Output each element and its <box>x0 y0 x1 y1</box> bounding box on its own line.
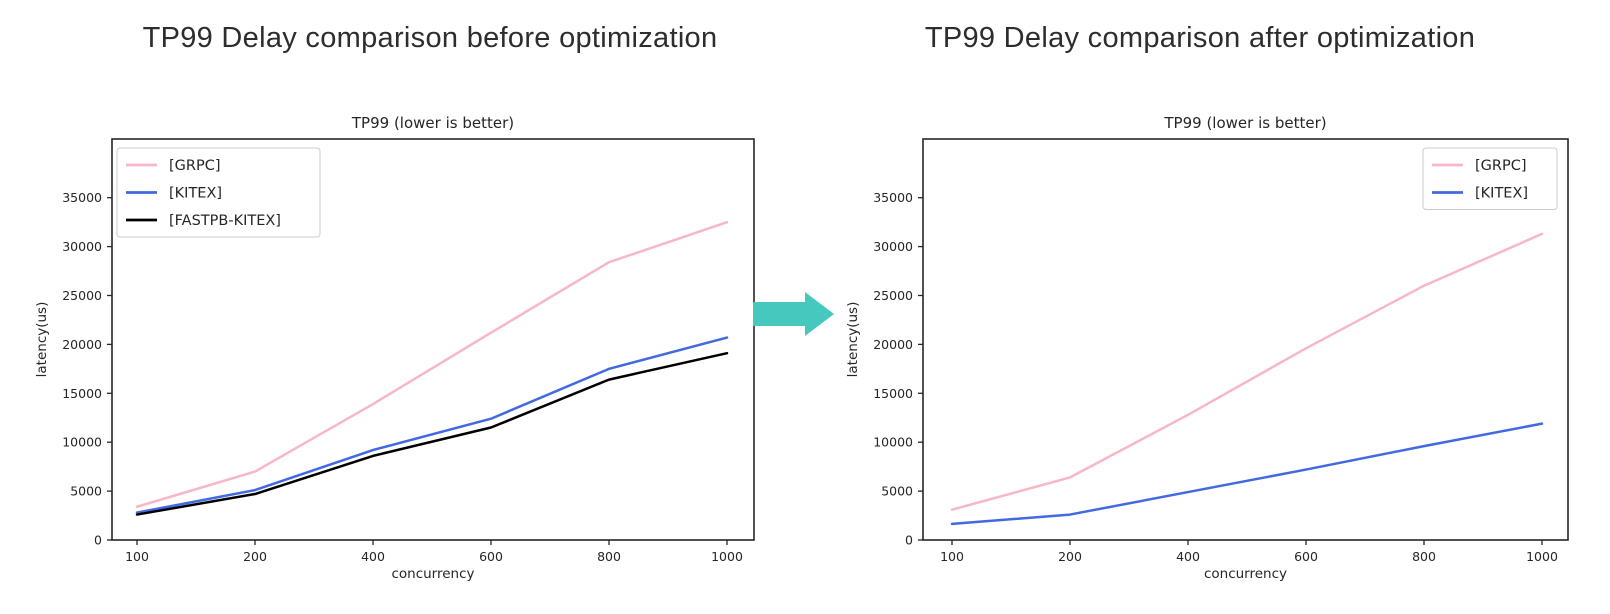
y-tick-label: 10000 <box>62 435 102 450</box>
y-tick-label: 30000 <box>62 239 102 254</box>
x-tick-label: 600 <box>479 549 503 564</box>
chart-title: TP99 (lower is better) <box>1163 114 1326 132</box>
before-chart: TP99 (lower is better) 0 5000 10000 15000 200… <box>34 114 755 582</box>
plot-frame <box>111 138 755 541</box>
series-line-grpc <box>135 220 729 508</box>
y-axis-label: latency(us) <box>845 302 861 378</box>
y-tick-label: 30000 <box>873 239 913 254</box>
y-tick-label: 20000 <box>873 337 913 352</box>
x-axis-label: concurrency <box>1204 566 1287 582</box>
legend-box <box>116 147 321 238</box>
x-tick-label: 600 <box>1294 549 1318 564</box>
y-tick-label: 25000 <box>873 288 913 303</box>
legend-label: [GRPC] <box>169 158 221 174</box>
x-tick-label: 1000 <box>711 549 743 564</box>
after-heading: TP99 Delay comparison after optimization <box>924 22 1476 54</box>
series-line-kitex <box>950 422 1544 526</box>
x-axis-label: concurrency <box>391 566 474 582</box>
x-tick-label: 400 <box>361 549 385 564</box>
series-line-fastpb-kitex <box>135 351 729 516</box>
right-arrow-icon <box>753 292 834 336</box>
x-tick-label: 100 <box>940 549 964 564</box>
x-tick-label: 200 <box>1058 549 1082 564</box>
x-tick-label: 1000 <box>1526 549 1558 564</box>
x-tick-label: 200 <box>243 549 267 564</box>
legend-label: [KITEX] <box>1475 186 1528 202</box>
series-line-kitex <box>135 336 729 514</box>
right-arrow-shape <box>753 292 834 336</box>
y-tick-label: 25000 <box>62 288 102 303</box>
after-chart: TP99 (lower is better) 0 5000 10000 15000 200… <box>845 114 1569 582</box>
y-tick-label: 5000 <box>881 484 913 499</box>
plot-frame <box>922 138 1569 541</box>
y-tick-label: 35000 <box>873 190 913 205</box>
chart-title: TP99 (lower is better) <box>351 114 514 132</box>
y-tick-label: 0 <box>94 533 102 548</box>
y-tick-label: 20000 <box>62 337 102 352</box>
y-tick-label: 15000 <box>62 386 102 401</box>
x-tick-label: 400 <box>1176 549 1200 564</box>
x-tick-label: 100 <box>125 549 149 564</box>
x-tick-label: 800 <box>597 549 621 564</box>
y-tick-label: 5000 <box>70 484 102 499</box>
series-line-grpc <box>950 232 1544 511</box>
before-heading: TP99 Delay comparison before optimizatio… <box>142 22 718 54</box>
legend-label: [KITEX] <box>169 186 222 202</box>
y-axis-label: latency(us) <box>34 302 50 378</box>
x-tick-label: 800 <box>1412 549 1436 564</box>
legend-box <box>1422 147 1558 210</box>
y-tick-label: 35000 <box>62 190 102 205</box>
y-tick-label: 15000 <box>873 386 913 401</box>
legend-label: [FASTPB-KITEX] <box>169 213 281 229</box>
legend-label: [GRPC] <box>1475 158 1527 174</box>
y-tick-label: 10000 <box>873 435 913 450</box>
y-tick-label: 0 <box>905 533 913 548</box>
